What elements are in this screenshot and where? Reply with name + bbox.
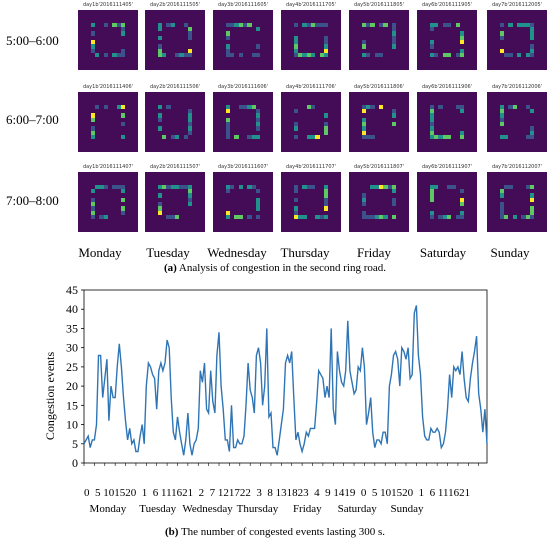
caption-b-text: The number of congested events lasting 3… (178, 526, 386, 538)
heatmap-image (487, 10, 547, 70)
heatmap-image (349, 10, 409, 70)
congestion-line-chart: 0 5 10 15 20 25 30 35 40 45 Congestion events 0 5… (43, 283, 488, 515)
heatmap-image (78, 10, 138, 70)
heatmap-image (281, 172, 341, 232)
heatmap-image (417, 10, 477, 70)
y-tick-label: 20 (66, 379, 78, 393)
y-tick-label: 25 (66, 360, 78, 374)
heatmap-cell-title: day6b'2016111906' (421, 84, 473, 90)
heatmap-image (145, 92, 205, 152)
chart-day-label: Sunday (391, 503, 425, 515)
chart-day-label: Tuesday (139, 503, 176, 515)
heatmap-cell-title: day1b'2016111405' (82, 2, 134, 8)
y-tick-label: 30 (66, 341, 78, 355)
heatmap-cell-title: day7b'2016112006' (491, 84, 543, 90)
heatmap-image (417, 172, 477, 232)
heatmap-cell-title: day5b'2016111807' (353, 164, 405, 170)
chart-day-labels: Monday Tuesday Wednesday Thursday Friday Satu… (90, 503, 424, 515)
chart-axes (83, 289, 488, 466)
heatmap-image (487, 92, 547, 152)
heatmap-cell-title: day1b'2016111406' (82, 84, 134, 90)
heatmap-image (78, 92, 138, 152)
heatmap-image (145, 172, 205, 232)
heatmap-image (145, 10, 205, 70)
y-tick-label: 40 (66, 302, 78, 316)
row-label-6-7: 6:00–7:00 (6, 112, 59, 127)
heatmap-cell-title: day3b'2016111605' (217, 2, 269, 8)
heatmap-cell-title: day4b'2016111707' (285, 164, 337, 170)
row-label-5-6: 5:00–6:00 (6, 33, 59, 48)
heatmap-image (213, 92, 273, 152)
day-label: Wednesday (207, 245, 267, 260)
heatmap-cell-title: day7b'2016112005' (491, 2, 543, 8)
congestion-series-line (83, 305, 488, 456)
chart-day-label: Wednesday (182, 503, 233, 515)
heatmap-cell-title: day3b'2016111606' (217, 84, 269, 90)
heatmap-cell-title: day2b'2016111507' (149, 164, 201, 170)
y-tick-label: 45 (66, 283, 78, 297)
day-label: Tuesday (146, 245, 190, 260)
row-label-7-8: 7:00–8:00 (6, 193, 59, 208)
panel-a: 5:00–6:00 6:00–7:00 7:00–8:00 day1b'2016… (0, 2, 550, 274)
heatmap-image (281, 92, 341, 152)
day-label: Monday (78, 245, 122, 260)
chart-day-label: Thursday (237, 503, 279, 515)
heatmap-cell-title: day6b'2016111905' (421, 2, 473, 8)
day-label: Saturday (419, 245, 467, 260)
day-label: Sunday (490, 245, 530, 260)
caption-b-letter: (b) (164, 526, 179, 538)
plot-frame (83, 289, 488, 464)
y-tick-label: 0 (72, 456, 78, 470)
y-tick-label: 35 (66, 321, 78, 335)
heatmap-image (78, 172, 138, 232)
x-tick-labels: 0 5 101520 1 6 111621 2 7 121722 3 8 131… (84, 487, 470, 499)
caption-b: (b) The number of congested events lasti… (0, 526, 550, 538)
heatmap-cell-title: day2b'2016111505' (149, 2, 201, 8)
chart-day-label: Monday (90, 503, 127, 515)
day-label: Thursday (280, 245, 330, 260)
heatmap-cell-title: day3b'2016111607' (217, 164, 269, 170)
y-tick-label: 15 (66, 398, 78, 412)
heatmap-image (281, 10, 341, 70)
heatmap-cell-title: day7b'2016112007' (491, 164, 543, 170)
y-axis-label: Congestion events (43, 352, 57, 441)
heatmap-cell-title: day4b'2016111705' (285, 2, 337, 8)
heatmap-image (417, 92, 477, 152)
heatmap-cell-title: day5b'2016111805' (353, 2, 405, 8)
caption-a-text: Analysis of congestion in the second rin… (176, 262, 387, 274)
heatmap-cell-title: day6b'2016111907' (421, 164, 473, 170)
heatmap-cell-title: day5b'2016111806' (353, 84, 405, 90)
y-ticks: 0 5 10 15 20 25 30 35 40 45 (66, 283, 84, 470)
heatmap-cell-title: day2b'2016111506' (149, 84, 201, 90)
heatmap-cell-title: day1b'2016111407' (82, 164, 134, 170)
chart-day-label: Friday (293, 503, 322, 515)
heatmap-image (213, 10, 273, 70)
heatmap-image (349, 92, 409, 152)
chart-day-label: Saturday (338, 503, 378, 515)
y-tick-label: 5 (72, 437, 78, 451)
heatmap-cell-title: day4b'2016111706' (285, 84, 337, 90)
y-tick-label: 10 (66, 418, 78, 432)
heatmap-image (349, 172, 409, 232)
caption-a-letter: (a) (163, 262, 177, 274)
day-label: Friday (357, 245, 391, 260)
heatmap-image (213, 172, 273, 232)
heatmap-image (487, 172, 547, 232)
caption-a: (a) Analysis of congestion in the second… (0, 262, 550, 274)
